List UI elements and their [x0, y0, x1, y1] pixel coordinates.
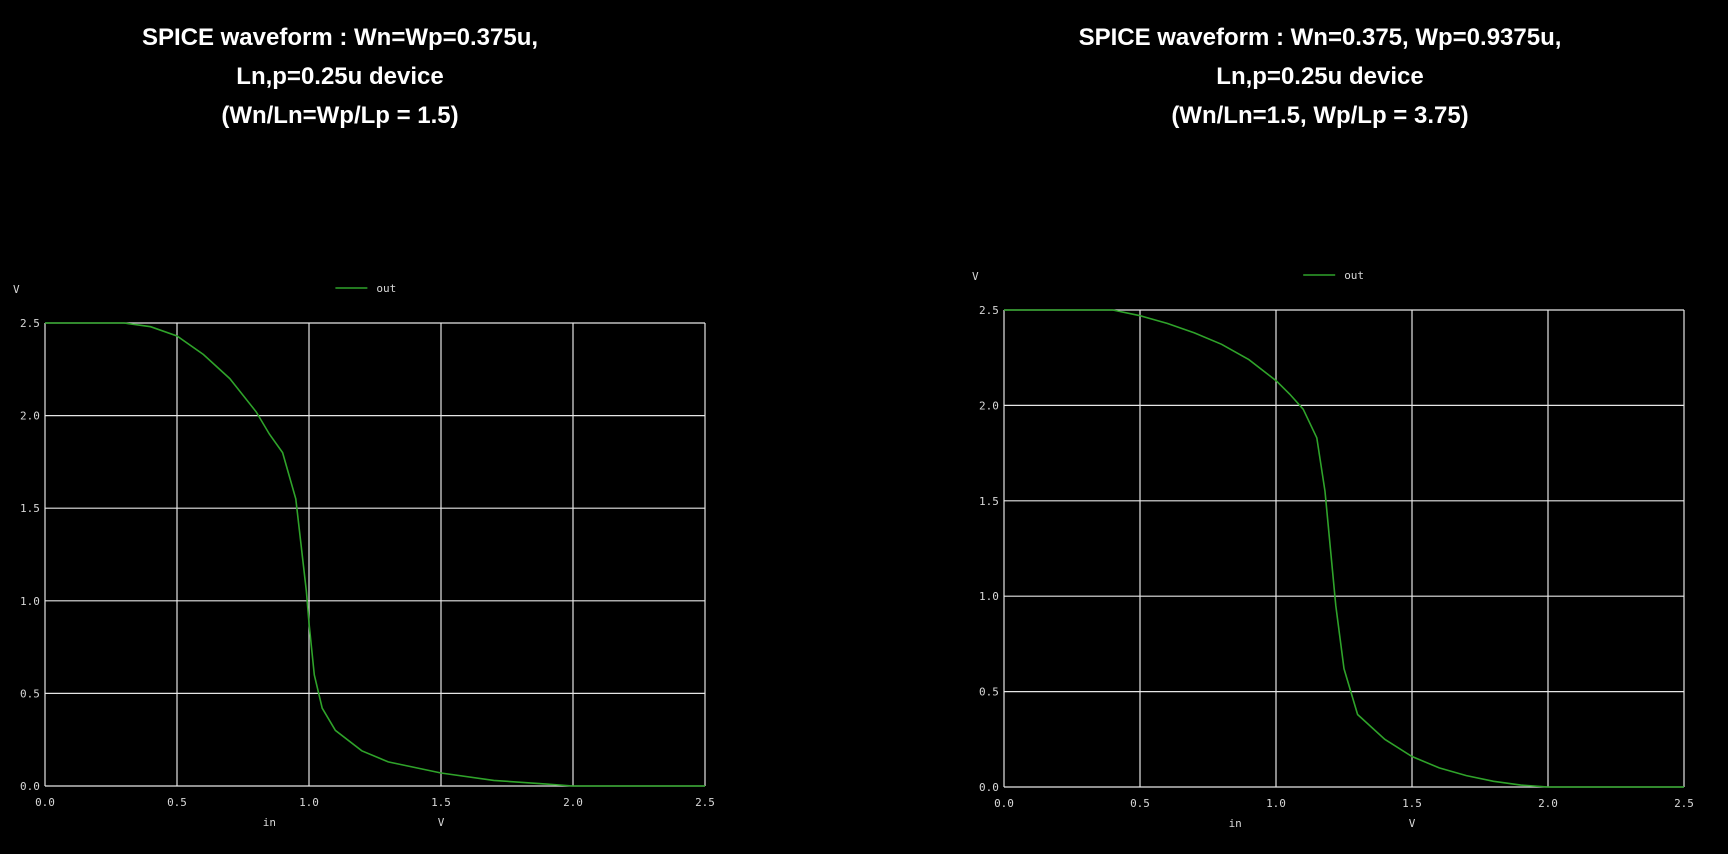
y-tick-label: 0.0 [979, 781, 999, 794]
x-axis-label-name: in [1229, 817, 1242, 830]
y-tick-label: 1.5 [20, 502, 40, 515]
x-tick-label: 0.5 [167, 796, 187, 809]
chart-1: 0.0 0.5 1.0 1.5 2.0 2.5 0.0 0.5 1.0 1.5 2.0 2.5 Vin V… [13, 282, 715, 829]
chart-1-title-line-1: SPICE waveform : Wn=Wp=0.375u, [141, 24, 539, 51]
series-out-line [1004, 309, 1684, 788]
x-tick-label: 1.0 [1266, 797, 1286, 810]
y-tick-label: 0.5 [979, 686, 999, 699]
chart-1-title-line-3: (Wn/Ln=Wp/Lp = 1.5) [221, 102, 459, 129]
x-axis-label-unit: V [1409, 817, 1416, 830]
y-tick-label: 2.0 [979, 399, 999, 412]
chart-2-title: SPICE waveform : Wn=0.375, Wp=0.9375u, L… [1000, 18, 1640, 135]
x-tick-label: 2.0 [563, 796, 583, 809]
x-tick-label: 0.5 [1130, 797, 1150, 810]
legend-label: out [376, 282, 396, 295]
chart-1-title-line-2: Ln,p=0.25u device [236, 63, 444, 90]
x-tick-label: 0.0 [994, 797, 1014, 810]
x-tick-label: 2.5 [1674, 797, 1694, 810]
y-tick-label: 2.5 [20, 317, 40, 330]
x-tick-label: 2.5 [695, 796, 715, 809]
x-tick-label: 2.0 [1538, 797, 1558, 810]
chart-2-title-line-2: Ln,p=0.25u device [1216, 63, 1424, 90]
x-tick-label: 0.0 [35, 796, 55, 809]
x-tick-label: 1.0 [299, 796, 319, 809]
y-tick-label: 1.0 [979, 590, 999, 603]
y-tick-label: 0.0 [20, 780, 40, 793]
y-tick-label: 1.5 [979, 495, 999, 508]
x-tick-label: 1.5 [1402, 797, 1422, 810]
x-axis-label-unit: V [438, 816, 445, 829]
chart-1-title: SPICE waveform : Wn=Wp=0.375u, Ln,p=0.25… [20, 18, 660, 135]
chart-2-title-line-1: SPICE waveform : Wn=0.375, Wp=0.9375u, [1078, 24, 1562, 51]
y-tick-label: 0.5 [20, 687, 40, 700]
chart-2: 0.0 0.5 1.0 1.5 2.0 2.5 0.0 0.5 1.0 1.5 2.0 2.5 Vin V… [972, 269, 1694, 830]
y-axis-label: V [972, 270, 979, 283]
y-axis-label: V [13, 283, 20, 296]
series-out-line [45, 322, 705, 787]
x-tick-label: 1.5 [431, 796, 451, 809]
y-tick-label: 2.5 [979, 304, 999, 317]
legend-label: out [1344, 269, 1364, 282]
chart-2-title-line-3: (Wn/Ln=1.5, Wp/Lp = 3.75) [1171, 102, 1469, 129]
y-tick-label: 2.0 [20, 410, 40, 423]
x-axis-label-name: in [263, 816, 276, 829]
y-tick-label: 1.0 [20, 595, 40, 608]
